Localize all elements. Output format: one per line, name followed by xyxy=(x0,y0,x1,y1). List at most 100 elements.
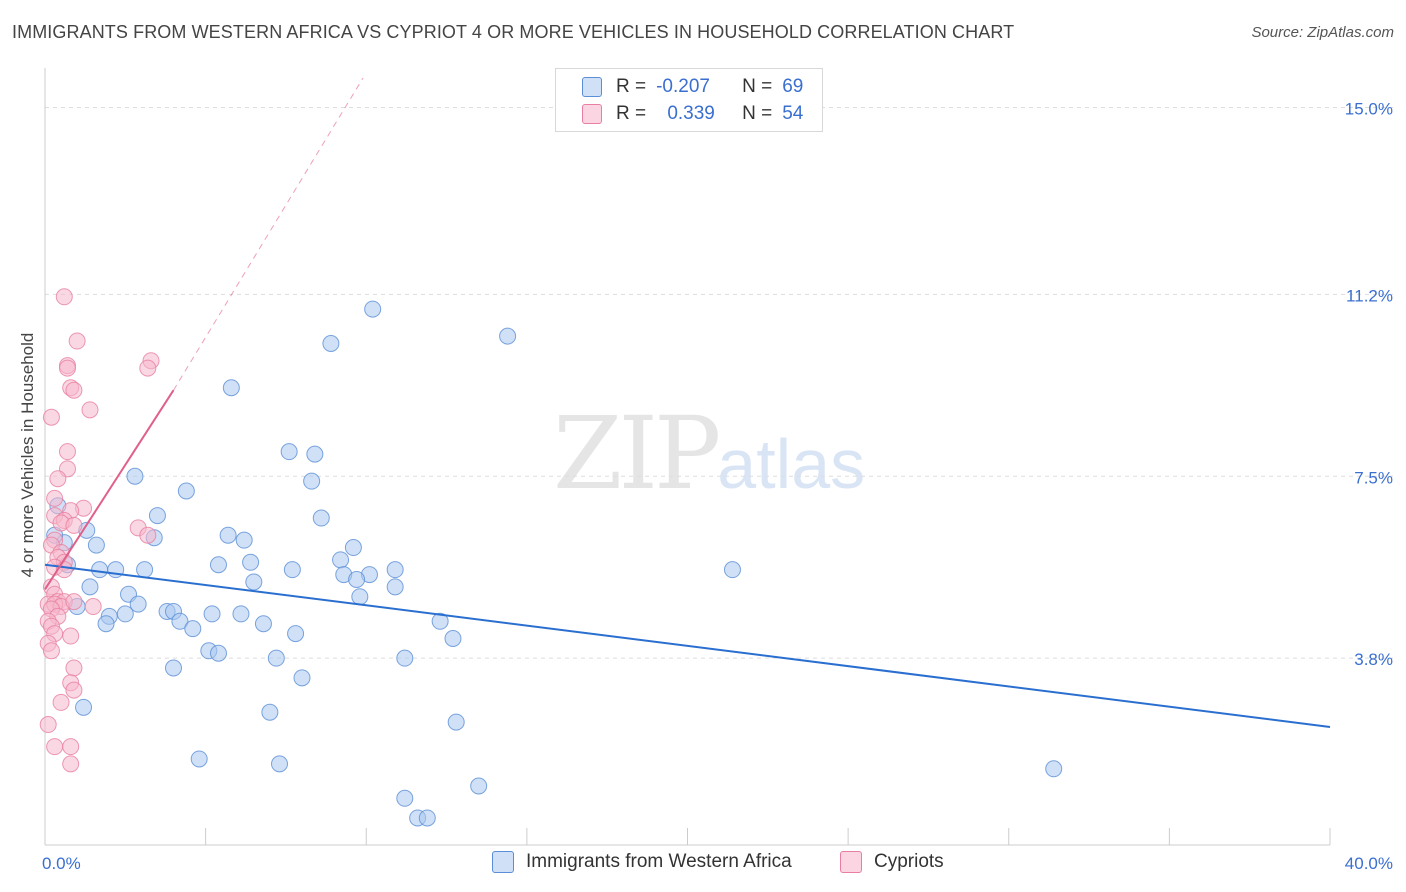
chart-title: IMMIGRANTS FROM WESTERN AFRICA VS CYPRIO… xyxy=(12,22,1015,42)
western-africa-point xyxy=(444,630,462,647)
western-africa-point xyxy=(271,755,289,773)
cypriot-point xyxy=(55,288,73,306)
western-africa-point xyxy=(499,327,517,345)
western-africa-point xyxy=(97,615,115,633)
legend-n-value: 69 xyxy=(782,76,804,97)
western-africa-point xyxy=(254,615,272,633)
western-africa-point xyxy=(235,531,253,549)
western-africa-point xyxy=(209,556,227,574)
western-africa-point xyxy=(222,379,240,397)
legend-n-label: N = xyxy=(742,76,773,97)
western-africa-point xyxy=(116,605,134,623)
western-africa-point xyxy=(396,649,414,667)
western-africa-point xyxy=(267,649,285,667)
cypriot-point xyxy=(58,443,76,461)
western-africa-point xyxy=(245,573,263,591)
cypriot-point xyxy=(52,693,70,711)
western-africa-point xyxy=(386,561,404,579)
x-tick-label: 0.0% xyxy=(42,854,81,873)
legend-n-value: 54 xyxy=(782,103,804,124)
western-africa-point xyxy=(184,620,202,638)
western-africa-trend-line xyxy=(44,563,1331,728)
western-africa-point xyxy=(332,551,350,569)
cypriot-point xyxy=(68,332,86,350)
cypriot-point xyxy=(65,516,83,534)
cypriot-point xyxy=(42,408,60,426)
cypriot-trend-line-extension xyxy=(173,77,364,391)
cypriot-point xyxy=(139,526,157,544)
western-africa-point xyxy=(470,777,488,795)
western-africa-point xyxy=(287,625,305,643)
series-swatch-blue xyxy=(492,851,514,873)
western-africa-point xyxy=(165,659,182,677)
western-africa-point xyxy=(351,588,369,606)
legend-r-value: -0.207 xyxy=(656,76,710,97)
western-africa-point xyxy=(129,595,147,613)
series-label: Immigrants from Western Africa xyxy=(526,851,792,872)
cypriot-point xyxy=(84,598,102,616)
cypriot-point xyxy=(49,470,67,488)
western-africa-point xyxy=(364,300,382,318)
cypriot-point xyxy=(65,381,83,399)
cypriot-point xyxy=(58,359,76,377)
cypriot-trend-line xyxy=(44,389,175,590)
western-africa-point xyxy=(209,644,227,662)
legend-row-western-africa: R = -0.207 N = 69 xyxy=(582,75,803,99)
cypriot-point xyxy=(65,659,83,677)
series-legend-western-africa: Immigrants from Western Africa xyxy=(492,851,792,873)
western-africa-point xyxy=(293,669,311,687)
series-swatch-pink xyxy=(840,851,862,873)
western-africa-point xyxy=(344,539,362,557)
western-africa-point xyxy=(306,445,324,463)
western-africa-point xyxy=(283,561,301,579)
western-africa-point xyxy=(447,713,465,731)
western-africa-point xyxy=(232,605,250,623)
legend-row-cypriots: R = 0.339 N = 54 xyxy=(582,102,803,126)
western-africa-point xyxy=(203,605,221,623)
legend-r-label: R = xyxy=(616,103,647,124)
cypriot-point xyxy=(42,642,60,660)
correlation-legend: R = -0.207 N = 69 R = 0.339 N = 54 xyxy=(555,68,823,132)
legend-swatch-pink xyxy=(582,104,602,124)
western-africa-point xyxy=(303,472,321,490)
western-africa-point xyxy=(81,578,99,596)
western-africa-point xyxy=(190,750,208,768)
cypriot-point xyxy=(46,489,64,507)
legend-r-label: R = xyxy=(616,76,647,97)
western-africa-point xyxy=(396,789,414,807)
cypriot-point xyxy=(139,359,157,377)
series-legend: Immigrants from Western Africa Cypriots xyxy=(0,851,1406,877)
legend-r-value: 0.339 xyxy=(667,103,715,124)
western-africa-point xyxy=(171,612,189,630)
western-africa-point xyxy=(177,482,195,500)
western-africa-point xyxy=(75,698,93,716)
western-africa-point xyxy=(148,507,166,525)
source-label: Source: ZipAtlas.com xyxy=(1251,24,1394,41)
series-label: Cypriots xyxy=(874,851,944,872)
y-tick-label: 15.0% xyxy=(1345,100,1393,119)
y-tick-label: 11.2% xyxy=(1346,286,1393,305)
western-africa-point xyxy=(219,526,237,544)
cypriot-point xyxy=(65,593,83,611)
western-africa-point xyxy=(312,509,330,527)
western-africa-point xyxy=(136,561,154,579)
western-africa-point xyxy=(91,561,109,579)
cypriot-point xyxy=(46,738,64,756)
y-axis-label: 4 or more Vehicles in Household xyxy=(18,332,37,578)
cypriot-point xyxy=(39,716,57,734)
western-africa-point xyxy=(322,335,340,352)
western-africa-point xyxy=(386,578,404,596)
cypriot-point xyxy=(81,401,99,419)
y-tick-label: 3.8% xyxy=(1354,650,1393,669)
western-africa-point xyxy=(126,467,144,485)
western-africa-point xyxy=(87,536,105,554)
western-africa-point xyxy=(1045,760,1063,778)
y-tick-label: 7.5% xyxy=(1354,468,1393,487)
cypriot-point xyxy=(62,627,80,645)
legend-n-label: N = xyxy=(742,103,773,124)
western-africa-point xyxy=(280,443,298,461)
western-africa-point xyxy=(261,703,279,721)
cypriot-point xyxy=(65,681,83,699)
western-africa-point xyxy=(348,571,366,588)
